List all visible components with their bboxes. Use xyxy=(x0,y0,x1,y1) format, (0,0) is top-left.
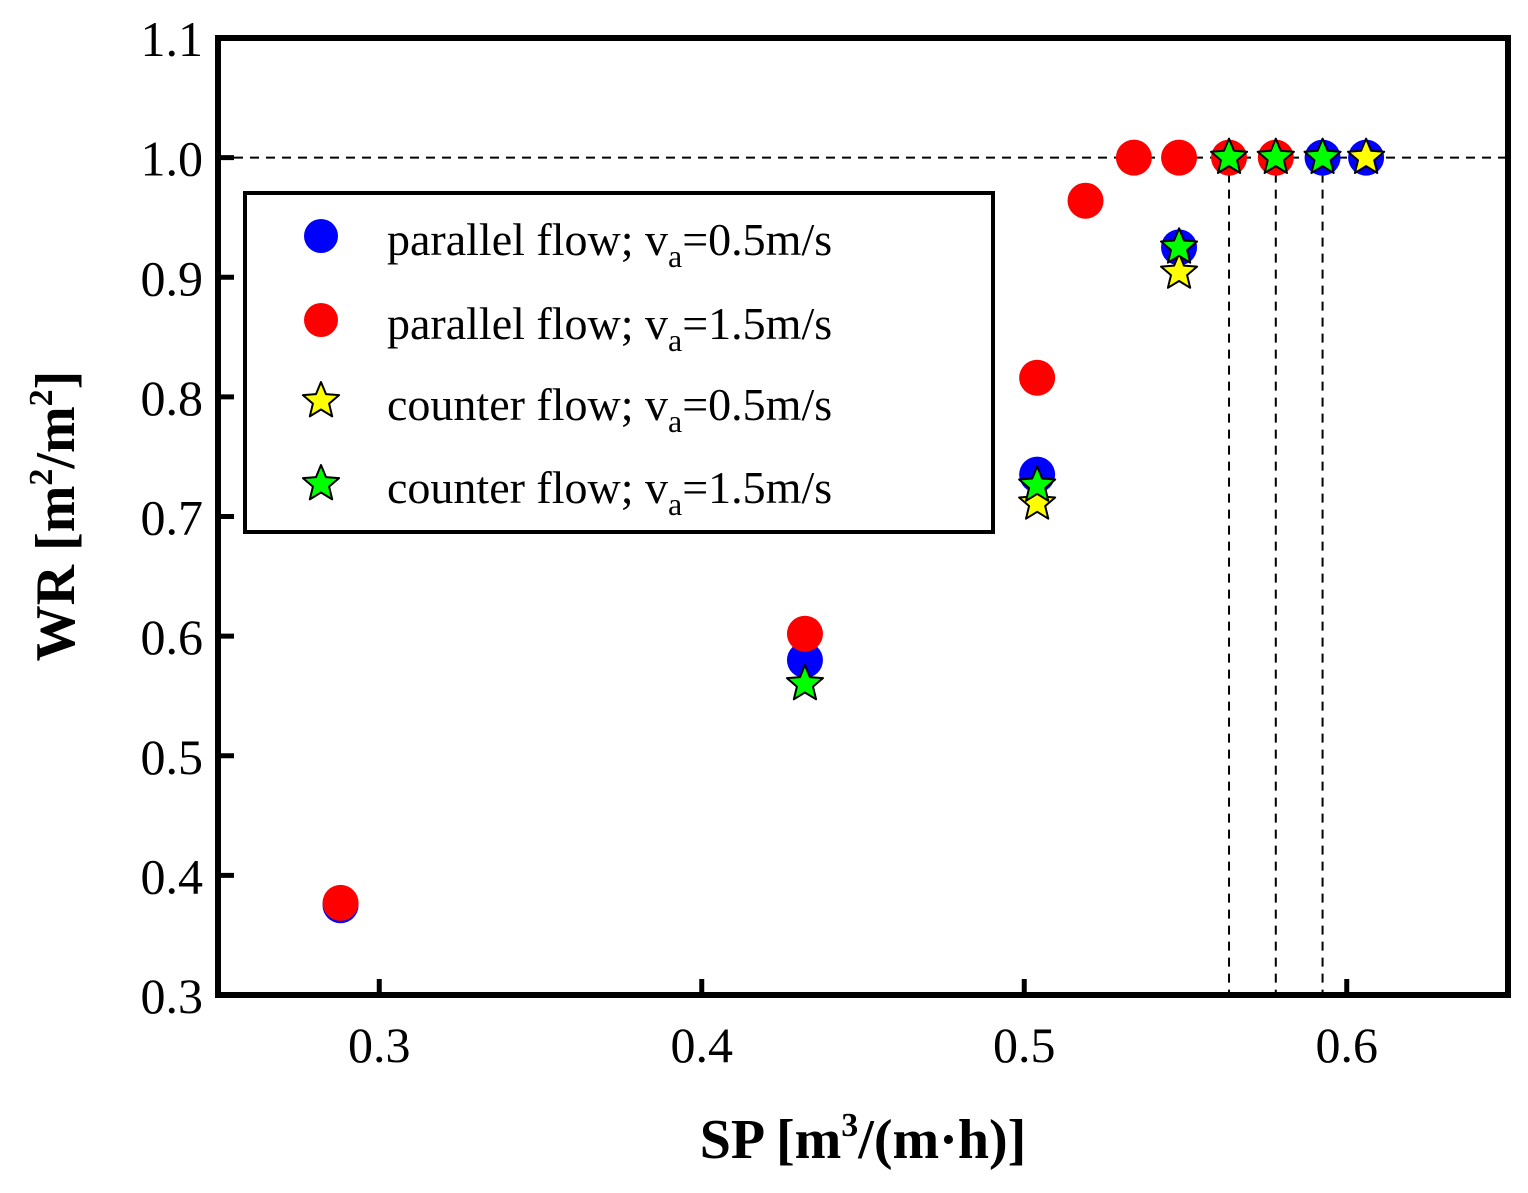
y-tick-label: 0.4 xyxy=(141,848,204,904)
legend-item-counter-1-5: counter flow; va=1.5m/s xyxy=(301,462,832,522)
y-tick-label: 0.7 xyxy=(141,490,204,546)
data-point xyxy=(1018,483,1057,520)
legend-item-counter-0-5: counter flow; va=0.5m/s xyxy=(301,379,832,439)
legend-marker-green-star xyxy=(301,464,341,501)
y-tick-label: 0.5 xyxy=(141,729,204,785)
data-point xyxy=(1347,137,1386,174)
series-3 xyxy=(785,137,1342,701)
data-markers xyxy=(322,137,1386,924)
y-tick-label: 0.9 xyxy=(141,250,204,306)
data-point xyxy=(1256,137,1295,174)
data-point xyxy=(1161,139,1198,176)
data-point xyxy=(786,642,823,679)
legend-item-parallel-0-5: parallel flow; va=0.5m/s xyxy=(304,214,832,274)
series-2 xyxy=(1018,137,1386,520)
y-tick-label: 0.8 xyxy=(141,370,204,426)
data-point xyxy=(1210,137,1249,174)
series-1 xyxy=(322,139,1294,921)
y-tick-label: 1.1 xyxy=(141,11,204,67)
x-axis-title: SP [m3/(m·h)] xyxy=(700,1107,1027,1171)
legend-label: parallel flow; va=1.5m/s xyxy=(387,298,832,358)
legend-marker-yellow-star xyxy=(301,381,341,418)
data-point xyxy=(785,664,824,701)
data-point xyxy=(1067,182,1104,219)
data-point xyxy=(1115,139,1152,176)
y-tick-label: 0.6 xyxy=(141,609,204,665)
star-icon xyxy=(301,381,341,418)
x-tick-label: 0.6 xyxy=(1316,1017,1379,1073)
x-tick-label: 0.3 xyxy=(348,1017,411,1073)
legend-label: counter flow; va=0.5m/s xyxy=(387,379,832,439)
legend: parallel flow; va=0.5m/s parallel flow; … xyxy=(243,191,995,534)
data-point xyxy=(1160,227,1199,264)
data-point xyxy=(1018,465,1057,502)
y-axis-title: WR [m2/m2] xyxy=(23,371,87,662)
data-point xyxy=(1019,359,1056,396)
legend-box xyxy=(243,191,995,534)
legend-item-parallel-1-5: parallel flow; va=1.5m/s xyxy=(304,298,832,358)
legend-label: counter flow; va=1.5m/s xyxy=(387,462,832,522)
legend-marker-red-circle xyxy=(304,303,338,337)
x-tick-label: 0.4 xyxy=(671,1017,734,1073)
x-axis-ticks: 0.3 0.4 0.5 0.6 xyxy=(348,979,1378,1073)
y-tick-label: 0.3 xyxy=(141,968,204,1024)
y-axis-ticks: 0.3 0.4 0.5 0.6 0.7 0.8 0.9 1.0 1.1 xyxy=(141,11,234,1024)
x-tick-label: 0.5 xyxy=(993,1017,1056,1073)
data-point xyxy=(786,615,823,652)
star-icon xyxy=(301,464,341,501)
legend-marker-blue-circle xyxy=(304,219,338,253)
data-point xyxy=(322,884,359,921)
data-point xyxy=(1303,137,1342,174)
legend-label: parallel flow; va=0.5m/s xyxy=(387,214,832,274)
data-point xyxy=(1160,252,1199,289)
y-tick-label: 1.0 xyxy=(141,131,204,187)
